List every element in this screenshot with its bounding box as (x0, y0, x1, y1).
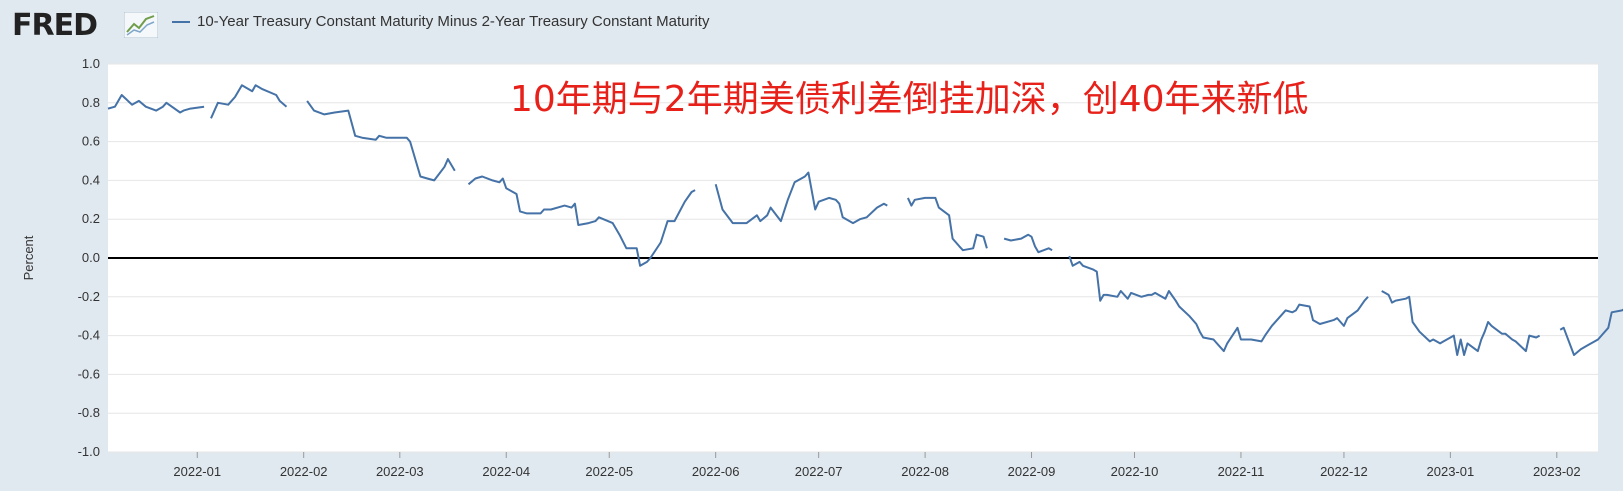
x-tick-label: 2022-07 (795, 464, 843, 479)
x-axis-tick-labels: 2022-01 2022-02 2022-03 2022-04 2022-05 2022-… (173, 452, 1581, 479)
x-tick-label: 2022-12 (1320, 464, 1368, 479)
x-tick-label: 2022-06 (692, 464, 740, 479)
x-tick-label: 2022-10 (1111, 464, 1159, 479)
y-axis-label: Percent (21, 235, 36, 280)
y-tick-label: -0.4 (78, 328, 100, 343)
series-line-segment (1003, 233, 1053, 254)
x-tick-label: 2023-02 (1533, 464, 1581, 479)
y-tick-label: 0.2 (82, 211, 100, 226)
series-line-segment (1068, 255, 1369, 353)
series-line-segment (906, 196, 988, 252)
legend: 10-Year Treasury Constant Maturity Minus… (172, 13, 709, 30)
x-tick-label: 2022-11 (1218, 464, 1265, 479)
x-tick-label: 2022-09 (1008, 464, 1056, 479)
y-tick-label: 0.8 (82, 95, 100, 110)
line-graph-icon (124, 12, 158, 38)
x-tick-label: 2022-02 (280, 464, 328, 479)
series-line-segment (467, 175, 696, 267)
x-tick-label: 2022-03 (376, 464, 424, 479)
series-10y-minus-2y (107, 84, 1623, 356)
y-tick-label: 0.4 (82, 172, 100, 187)
y-tick-label: -1.0 (78, 444, 100, 459)
x-tick-label: 2022-01 (173, 464, 221, 479)
legend-swatch (172, 20, 190, 23)
y-tick-label: 0.6 (82, 134, 100, 149)
series-line-segment (210, 84, 288, 119)
chart-annotation: 10年期与2年期美债利差倒挂加深，创40年来新低 (510, 79, 1309, 120)
x-tick-label: 2023-01 (1427, 464, 1475, 479)
y-tick-label: -0.8 (78, 405, 100, 420)
legend-label: 10-Year Treasury Constant Maturity Minus… (197, 13, 710, 30)
y-tick-label: 0.0 (82, 250, 100, 265)
series-line-segment (306, 100, 456, 182)
y-axis-tick-labels: 1.0 0.8 0.6 0.4 0.2 0.0 -0.2 -0.4 -0.6 -0.8 -1.0 (78, 56, 100, 459)
series-line-segment (1559, 308, 1623, 356)
y-tick-label: 1.0 (82, 56, 100, 71)
series-line-segment (1381, 290, 1541, 356)
y-tick-label: -0.6 (78, 366, 100, 381)
x-tick-label: 2022-08 (901, 464, 949, 479)
fred-logo[interactable]: FRED (12, 8, 98, 43)
y-tick-label: -0.2 (78, 289, 100, 304)
x-tick-label: 2022-04 (482, 464, 530, 479)
x-tick-label: 2022-05 (585, 464, 633, 479)
series-line-segment (107, 94, 205, 114)
series-line-segment (714, 171, 888, 225)
